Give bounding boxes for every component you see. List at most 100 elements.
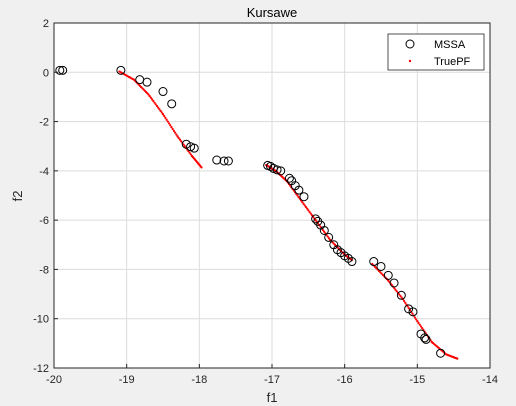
truepf-point	[394, 288, 397, 291]
mssa-point	[311, 214, 321, 224]
y-tick-label: 0	[43, 67, 49, 79]
truepf-point	[180, 140, 183, 143]
truepf-point	[147, 93, 150, 96]
x-tick-label: -16	[337, 374, 353, 386]
y-tick-label: -6	[39, 215, 49, 227]
truepf-point	[157, 106, 160, 109]
truepf-point	[421, 327, 424, 330]
legend-label-mssa: MSSA	[434, 39, 466, 51]
mssa-point	[116, 65, 126, 75]
truepf-point	[407, 307, 410, 310]
y-tick-label: 2	[43, 18, 49, 30]
truepf-point	[321, 228, 324, 232]
truepf-point	[373, 265, 377, 268]
mssa-point	[369, 257, 379, 267]
legend-label-truepf: TruePF	[434, 56, 471, 68]
truepf-point	[170, 126, 173, 129]
truepf-point	[406, 305, 409, 308]
truepf-point	[160, 111, 163, 114]
truepf-point	[154, 103, 157, 106]
mssa-point	[58, 65, 68, 75]
truepf-point	[188, 151, 191, 154]
truepf-point	[176, 135, 179, 138]
mssa-point	[158, 87, 168, 97]
truepf-point	[309, 212, 312, 215]
truepf-point	[155, 104, 159, 108]
mssa-point	[142, 77, 152, 87]
mssa-point	[347, 257, 357, 267]
truepf-point	[416, 320, 419, 323]
mssa-point	[276, 166, 286, 176]
truepf-point	[398, 293, 401, 296]
truepf-point	[153, 101, 156, 104]
mssa-point	[212, 155, 222, 165]
truepf-point	[172, 129, 175, 132]
truepf-point	[177, 136, 180, 140]
x-tick-label: -19	[119, 374, 135, 386]
truepf-point	[161, 113, 165, 116]
mssa-point	[181, 139, 191, 149]
x-tick-label: -20	[46, 374, 62, 386]
truepf-point	[387, 279, 390, 282]
legend[interactable]: MSSA TruePF	[387, 33, 485, 71]
truepf-point	[178, 138, 182, 141]
truepf-point	[189, 153, 192, 156]
x-tick-label: -17	[264, 374, 280, 386]
truepf-point	[381, 273, 385, 277]
truepf-point	[302, 202, 305, 205]
mssa-point	[421, 334, 431, 344]
mssa-point	[383, 270, 393, 280]
x-tick-label: -14	[482, 374, 498, 386]
truepf-point	[395, 290, 398, 293]
truepf-point	[304, 205, 308, 209]
mssa-point	[272, 165, 282, 175]
mssa-point	[324, 232, 334, 242]
mssa-series	[55, 65, 446, 358]
truepf-point	[308, 210, 311, 214]
mssa-point	[319, 225, 329, 235]
truepf-point	[166, 120, 169, 123]
y-tick-label: -8	[39, 264, 49, 276]
y-tick-label: -10	[33, 314, 49, 326]
y-tick-label: -12	[33, 363, 49, 375]
truepf-point	[322, 230, 326, 233]
truepf-point	[158, 108, 161, 111]
mssa-point	[299, 192, 309, 202]
mssa-point	[284, 173, 294, 183]
truepf-point	[165, 118, 168, 121]
truepf-point	[151, 98, 154, 101]
truepf-point	[314, 219, 317, 222]
mssa-point	[167, 99, 177, 109]
chart-title: Kursawe	[247, 5, 298, 20]
truepf-point	[183, 145, 186, 148]
truepf-point	[171, 127, 174, 131]
truepf-point	[413, 316, 417, 319]
x-axis-ticks: -20 -19 -18 -17 -16 -15 -14	[46, 364, 498, 386]
y-tick-label: -4	[39, 166, 49, 178]
truepf-point	[297, 196, 300, 199]
x-tick-label: -15	[409, 374, 425, 386]
truepf-point	[169, 124, 172, 127]
truepf-point	[400, 296, 403, 299]
truepf-point	[326, 235, 329, 238]
truepf-point	[418, 323, 421, 326]
truepf-point	[404, 301, 407, 304]
x-axis-label: f1	[267, 390, 278, 405]
truepf-point	[306, 207, 309, 210]
truepf-point	[415, 318, 418, 321]
legend-marker-mssa	[405, 39, 415, 49]
truepf-point	[379, 271, 382, 274]
truepf-point	[327, 237, 331, 240]
y-axis-ticks: 2 0 -2 -4 -6 -8 -10 -12	[33, 18, 58, 375]
mssa-point	[408, 307, 418, 317]
y-axis-label: f2	[10, 191, 25, 202]
mssa-point	[389, 278, 399, 288]
truepf-point	[456, 357, 459, 360]
truepf-point	[296, 194, 299, 197]
truepf-point	[163, 114, 166, 118]
truepf-point	[159, 109, 162, 112]
x-tick-label: -18	[191, 374, 207, 386]
mssa-point	[436, 348, 446, 358]
truepf-point	[301, 200, 304, 204]
truepf-point	[149, 96, 152, 99]
